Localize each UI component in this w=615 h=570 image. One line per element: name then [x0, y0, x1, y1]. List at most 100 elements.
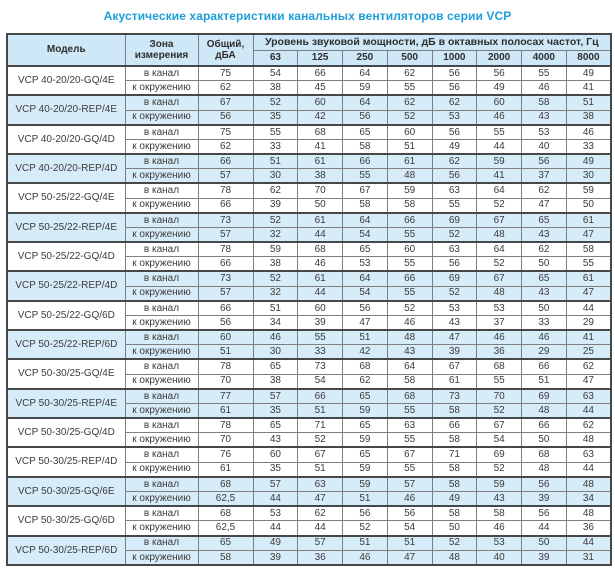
level-cell: 66: [297, 65, 343, 82]
level-cell: 55: [565, 256, 612, 272]
level-cell: 34: [565, 490, 612, 507]
level-cell: 59: [342, 80, 388, 96]
level-cell: 49: [565, 65, 612, 82]
level-cell: 62: [565, 358, 612, 375]
level-cell: 35: [252, 402, 299, 419]
header-freq-4000: 4000: [521, 49, 567, 67]
level-cell: 29: [565, 314, 612, 331]
level-cell: 56: [342, 109, 388, 126]
table-row: VCP 40-20/20-GQ/4D в канал 75 55 68 65 60 56 55 5…: [6, 123, 612, 155]
level-cell: 52: [476, 402, 522, 419]
table-row: к окружению 56 35 42 56 52 53 46 43 38: [7, 109, 612, 126]
level-cell: 55: [342, 168, 388, 184]
level-cell: 65: [342, 387, 388, 404]
level-cell: 67: [386, 446, 433, 463]
table-row: VCP 50-30/25-GQ/4E в канал 78 65 73 68 64 67 68 6…: [6, 358, 612, 390]
total-dba-cell: 75: [197, 123, 254, 140]
total-dba-cell: 62,5: [197, 520, 254, 536]
total-dba-cell: 78: [197, 358, 254, 375]
header-freq-2000: 2000: [476, 49, 522, 67]
level-cell: 56: [431, 80, 478, 96]
level-cell: 58: [476, 505, 522, 522]
zone-cell: в канал: [124, 270, 199, 287]
level-cell: 63: [386, 417, 433, 434]
zone-cell: в канал: [124, 417, 199, 434]
level-cell: 63: [565, 446, 612, 463]
level-cell: 46: [476, 520, 522, 536]
level-cell: 42: [342, 344, 388, 360]
level-cell: 38: [297, 168, 343, 184]
model-cell: VCP 50-30/25-REP/4D: [6, 446, 126, 478]
level-cell: 55: [521, 65, 567, 82]
level-cell: 53: [431, 299, 478, 316]
level-cell: 51: [297, 461, 343, 478]
level-cell: 44: [565, 534, 612, 551]
level-cell: 48: [565, 475, 612, 492]
header-spectrum: Уровень звуковой мощности, дБ в октавных…: [252, 33, 612, 51]
level-cell: 39: [431, 344, 478, 360]
level-cell: 55: [386, 402, 433, 419]
zone-cell: в канал: [124, 534, 199, 551]
level-cell: 33: [565, 138, 612, 155]
level-cell: 55: [386, 461, 433, 478]
level-cell: 47: [431, 329, 478, 346]
level-cell: 46: [297, 256, 343, 272]
table-header: Модель Зона измерения Общий, дБА Уровень…: [6, 33, 612, 67]
level-cell: 60: [386, 123, 433, 140]
level-cell: 71: [431, 446, 478, 463]
level-cell: 47: [521, 197, 567, 214]
level-cell: 51: [521, 373, 567, 390]
level-cell: 52: [431, 285, 478, 302]
total-dba-cell: 51: [197, 344, 254, 360]
level-cell: 44: [565, 461, 612, 478]
level-cell: 61: [431, 373, 478, 390]
total-dba-cell: 70: [197, 432, 254, 448]
level-cell: 50: [521, 534, 567, 551]
level-cell: 29: [521, 344, 567, 360]
level-cell: 43: [521, 109, 567, 126]
model-cell: VCP 40-20/20-GQ/4E: [6, 64, 126, 96]
zone-cell: в канал: [124, 123, 199, 140]
level-cell: 62: [521, 241, 567, 258]
zone-cell: к окружению: [124, 197, 199, 214]
level-cell: 48: [386, 168, 433, 184]
zone-cell: в канал: [124, 358, 199, 375]
level-cell: 39: [252, 197, 299, 214]
level-cell: 50: [521, 256, 567, 272]
zone-cell: к окружению: [124, 520, 199, 536]
level-cell: 44: [565, 402, 612, 419]
level-cell: 34: [252, 314, 299, 331]
level-cell: 65: [342, 241, 388, 258]
level-cell: 47: [386, 549, 433, 566]
level-cell: 33: [297, 344, 343, 360]
level-cell: 64: [342, 211, 388, 228]
level-cell: 64: [476, 241, 522, 258]
model-cell: VCP 50-30/25-REP/6D: [6, 534, 126, 566]
level-cell: 45: [297, 80, 343, 96]
level-cell: 56: [386, 505, 433, 522]
level-cell: 51: [342, 534, 388, 551]
level-cell: 61: [297, 270, 343, 287]
total-dba-cell: 61: [197, 461, 254, 478]
table-row: VCP 50-25/22-GQ/4D в канал 78 59 68 65 60 63 64 6…: [6, 241, 612, 272]
level-cell: 61: [386, 153, 433, 170]
level-cell: 50: [431, 520, 478, 536]
level-cell: 63: [431, 182, 478, 199]
level-cell: 39: [252, 549, 299, 566]
zone-cell: в канал: [124, 505, 199, 522]
table-row: к окружению 70 43 52 59 55 58 54 50 48: [7, 432, 612, 448]
level-cell: 56: [431, 168, 478, 184]
model-cell: VCP 40-20/20-REP/4E: [6, 94, 126, 126]
zone-cell: к окружению: [124, 432, 199, 448]
level-cell: 59: [386, 182, 433, 199]
total-dba-cell: 77: [197, 387, 254, 404]
level-cell: 48: [565, 432, 612, 448]
level-cell: 63: [431, 241, 478, 258]
level-cell: 43: [521, 285, 567, 302]
level-cell: 73: [297, 358, 343, 375]
level-cell: 51: [252, 153, 299, 170]
level-cell: 58: [386, 373, 433, 390]
total-dba-cell: 76: [197, 446, 254, 463]
level-cell: 52: [297, 432, 343, 448]
table-row: VCP 50-30/25-REP/4E в канал 77 57 66 65 68 73 70…: [6, 387, 612, 419]
